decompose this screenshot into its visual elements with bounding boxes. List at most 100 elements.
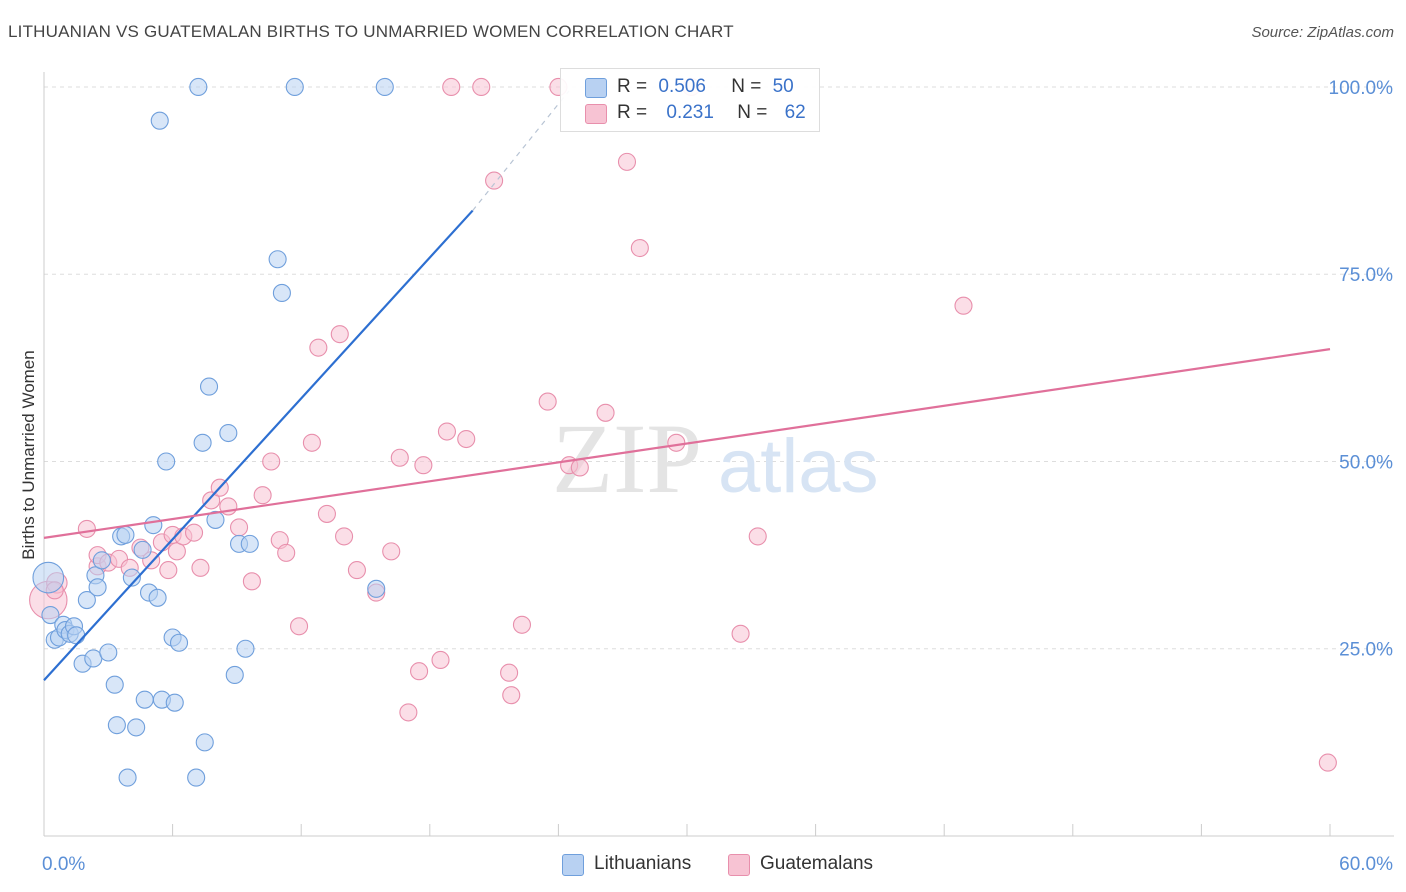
lithuanian-point: [375, 77, 394, 97]
guatemalan-point: [330, 325, 349, 344]
lithuanian-point: [189, 77, 208, 97]
lithuanian-point: [219, 423, 238, 443]
lithuanians-legend-label: Lithuanians: [594, 853, 692, 874]
guatemalans-n-value: 62: [784, 102, 806, 123]
guatemalan-point: [748, 527, 767, 546]
correlation-legend: R = 0.506 N = 50 R = 0.231 N = 62: [560, 68, 820, 132]
lithuanian-point: [272, 283, 291, 303]
lithuanians-r-label: R =: [617, 76, 648, 97]
guatemalan-point: [667, 433, 686, 452]
lithuanian-point: [144, 516, 163, 535]
lithuanian-trend-extension: [472, 90, 570, 211]
guatemalan-point: [414, 456, 433, 475]
axes: 25.0% 50.0% 75.0% 100.0% 0.0% 60.0%: [42, 72, 1394, 875]
lithuanians-legend-swatch: [562, 854, 584, 876]
guatemalan-point: [512, 615, 532, 634]
guatemalan-point: [630, 238, 649, 258]
guatemalan-point: [317, 504, 336, 523]
guatemalan-point: [731, 624, 750, 643]
lithuanian-point: [206, 510, 225, 529]
guatemalan-point: [399, 703, 418, 722]
guatemalan-point: [1318, 753, 1337, 772]
gridlines: [44, 86, 1394, 650]
lithuanian-point: [157, 452, 176, 471]
guatemalan-point: [302, 433, 321, 452]
guatemalan-point: [485, 171, 504, 190]
lithuanian-point: [92, 551, 111, 570]
guatemalan-point: [457, 429, 476, 449]
guatemalan-point: [472, 77, 491, 97]
y-axis-label: Births to Unmarried Women: [19, 350, 38, 559]
guatemalan-point: [502, 686, 521, 705]
guatemalan-point: [229, 518, 249, 537]
guatemalan-point: [77, 519, 96, 538]
lithuanian-point: [84, 649, 103, 668]
guatemalan-point: [538, 392, 557, 411]
guatemalan-point: [159, 561, 178, 580]
guatemalan-point: [390, 448, 409, 467]
lithuanian-point: [199, 377, 219, 396]
guatemalan-point: [500, 663, 519, 682]
guatemalan-point: [431, 650, 450, 670]
y-tick-label: 75.0%: [1339, 265, 1393, 286]
watermark: ZIP atlas: [552, 403, 879, 514]
y-tick-label: 25.0%: [1339, 640, 1393, 661]
guatemalans-n-label: N =: [737, 102, 768, 123]
lithuanian-point: [99, 643, 118, 662]
guatemalan-point: [382, 542, 401, 561]
y-tick-label: 50.0%: [1339, 452, 1393, 473]
guatemalan-point: [277, 543, 296, 562]
series-legend: Lithuanians Guatemalans: [0, 852, 1406, 878]
guatemalan-point: [410, 662, 429, 681]
watermark-zip: ZIP: [552, 403, 702, 514]
guatemalans-legend-label: Guatemalans: [760, 853, 874, 874]
lithuanian-point: [107, 716, 126, 735]
lithuanian-point: [32, 561, 65, 594]
lithuanian-point: [285, 77, 304, 97]
guatemalan-point: [290, 617, 309, 636]
lithuanian-point: [116, 525, 135, 544]
guatemalan-point: [242, 572, 261, 591]
lithuanian-point: [240, 534, 259, 553]
lithuanian-point: [148, 588, 167, 607]
lithuanian-point: [118, 768, 137, 787]
lithuanian-point: [135, 690, 154, 709]
lithuanian-point: [133, 540, 152, 559]
lithuanian-point: [193, 433, 212, 452]
lithuanians-n-label: N =: [731, 76, 762, 97]
lithuanian-point: [169, 633, 189, 652]
lithuanians-swatch: [585, 78, 607, 98]
guatemalan-point: [437, 422, 456, 441]
guatemalan-point: [309, 338, 328, 357]
guatemalan-trend-line: [43, 348, 1331, 539]
lithuanian-point: [187, 768, 206, 787]
lithuanian-point: [165, 693, 184, 712]
lithuanian-point: [195, 733, 214, 752]
guatemalan-point: [954, 296, 973, 315]
source-label: Source: ZipAtlas.com: [1251, 24, 1394, 41]
guatemalans-swatch: [585, 104, 607, 124]
guatemalan-point: [184, 523, 204, 542]
trend-lines: [43, 90, 1331, 681]
lithuanians-r-value: 0.506: [658, 76, 706, 97]
lithuanian-point: [122, 568, 141, 587]
guatemalan-point: [347, 561, 366, 580]
lithuanian-point: [41, 605, 60, 625]
guatemalan-point: [202, 491, 221, 510]
lithuanian-point: [127, 718, 146, 737]
guatemalans-r-value: 0.231: [666, 102, 714, 123]
x-tick-label: 60.0%: [1339, 854, 1393, 875]
lithuanian-point: [77, 591, 96, 610]
lithuanian-point: [367, 579, 386, 598]
lithuanian-point: [236, 639, 255, 658]
lithuanian-point: [150, 111, 169, 130]
guatemalan-point: [191, 558, 210, 577]
chart-title: LITHUANIAN VS GUATEMALAN BIRTHS TO UNMAR…: [8, 22, 734, 41]
guatemalan-point: [442, 77, 461, 97]
lithuanian-point: [225, 665, 244, 685]
guatemalans-r-label: R =: [617, 102, 648, 123]
data-points: [29, 77, 1337, 787]
lithuanian-trend-line: [43, 209, 474, 681]
guatemalans-legend-swatch: [728, 854, 750, 876]
